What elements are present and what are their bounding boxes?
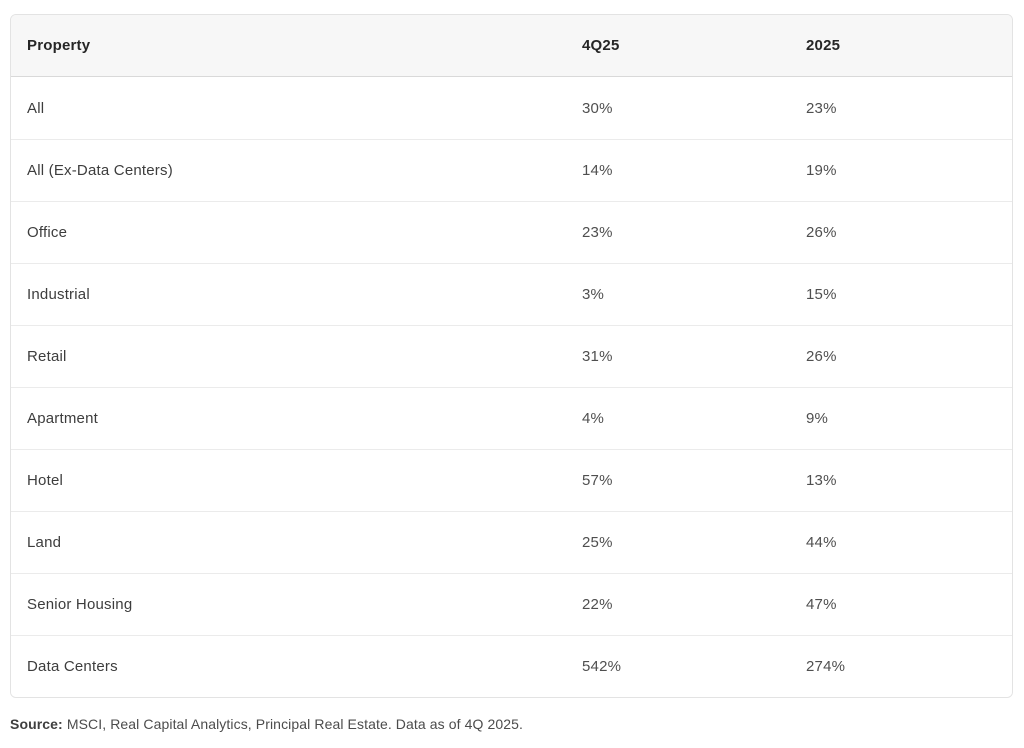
cell-4q25: 31%	[582, 348, 613, 365]
cell-4q25: 22%	[582, 596, 613, 613]
column-header-2025: 2025	[806, 37, 841, 54]
table-row: Office 23% 26%	[11, 201, 1012, 263]
table-body: All 30% 23% All (Ex-Data Centers) 14% 19% Offi…	[11, 77, 1012, 697]
cell-2025: 274%	[806, 658, 846, 675]
table-row: All (Ex-Data Centers) 14% 19%	[11, 139, 1012, 201]
cell-2025: 13%	[806, 472, 837, 489]
cell-4q25: 57%	[582, 472, 613, 489]
source-text: MSCI, Real Capital Analytics, Principal …	[62, 716, 524, 732]
source-note: Source: MSCI, Real Capital Analytics, Pr…	[10, 716, 523, 732]
cell-4q25: 25%	[582, 534, 613, 551]
cell-4q25: 14%	[582, 162, 613, 179]
cell-4q25: 3%	[582, 286, 605, 303]
cell-2025: 44%	[806, 534, 837, 551]
cell-2025: 23%	[806, 99, 837, 117]
cell-property: Office	[27, 224, 68, 241]
cell-property: Retail	[27, 348, 67, 365]
cell-property: Hotel	[27, 472, 64, 489]
source-label: Source:	[10, 716, 63, 732]
cell-property: All	[27, 99, 45, 117]
table-row: Industrial 3% 15%	[11, 263, 1012, 325]
cell-property: Land	[27, 534, 62, 551]
cell-2025: 9%	[806, 410, 829, 427]
cell-property: Data Centers	[27, 658, 118, 675]
table-row: Land 25% 44%	[11, 511, 1012, 573]
cell-property: Senior Housing	[27, 596, 133, 613]
cell-4q25: 30%	[582, 99, 613, 117]
table-row: Data Centers 542% 274%	[11, 635, 1012, 697]
cell-2025: 19%	[806, 162, 837, 179]
table-row: All 30% 23%	[11, 77, 1012, 139]
cell-property: Industrial	[27, 286, 90, 303]
table-row: Senior Housing 22% 47%	[11, 573, 1012, 635]
cell-2025: 47%	[806, 596, 837, 613]
cell-2025: 26%	[806, 224, 837, 241]
cell-2025: 26%	[806, 348, 837, 365]
column-header-4q25: 4Q25	[582, 37, 620, 54]
cell-4q25: 542%	[582, 658, 622, 675]
table-row: Retail 31% 26%	[11, 325, 1012, 387]
cell-4q25: 23%	[582, 224, 613, 241]
table-row: Apartment 4% 9%	[11, 387, 1012, 449]
property-returns-table: Property 4Q25 2025 All 30% 23% All (Ex-Data…	[10, 14, 1013, 698]
cell-4q25: 4%	[582, 410, 605, 427]
table-header-row: Property 4Q25 2025	[11, 15, 1012, 77]
cell-property: Apartment	[27, 410, 98, 427]
cell-2025: 15%	[806, 286, 837, 303]
table-row: Hotel 57% 13%	[11, 449, 1012, 511]
cell-property: All (Ex-Data Centers)	[27, 162, 173, 179]
column-header-property: Property	[27, 37, 91, 54]
